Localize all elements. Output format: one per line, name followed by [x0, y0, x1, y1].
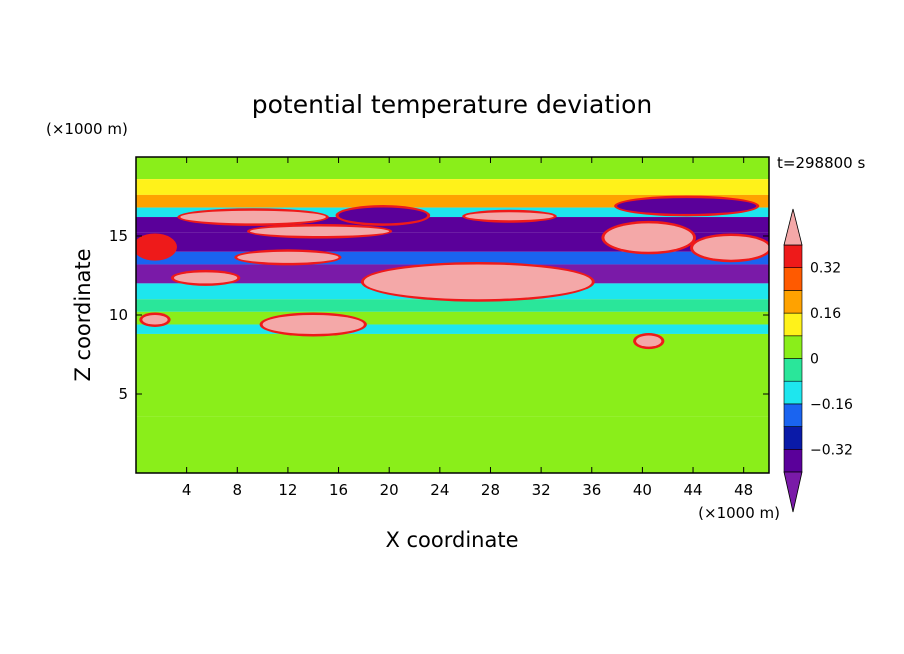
field-feature [262, 315, 364, 334]
colorbar-tick-label: 0.16 [810, 306, 841, 322]
colorbar-labels: 0.32 0.16 0 −0.16 −0.32 [810, 261, 853, 459]
field-band [136, 416, 769, 473]
x-tick-label: 24 [430, 481, 449, 499]
field-feature [237, 251, 339, 263]
x-tick-label: 4 [182, 481, 192, 499]
field-feature [363, 264, 592, 300]
y-tick-label: 15 [109, 227, 128, 245]
field-feature [604, 223, 694, 252]
x-tick-label: 16 [329, 481, 348, 499]
field-feature [338, 207, 428, 224]
x-tick-label: 36 [582, 481, 601, 499]
x-tick-label: 40 [633, 481, 652, 499]
x-axis-ticks: 4 8 12 16 20 24 28 32 36 40 44 48 [182, 157, 753, 499]
x-tick-label: 20 [380, 481, 399, 499]
colorbar-segment [783, 380, 803, 405]
field-feature [142, 315, 168, 325]
field-band [136, 311, 769, 325]
field-band [136, 324, 769, 334]
field-feature [136, 236, 174, 259]
x-unit-label: (×1000 m) [698, 504, 780, 522]
chart-title: potential temperature deviation [252, 90, 652, 119]
features-layer [136, 195, 769, 350]
colorbar-segment [783, 403, 803, 427]
colorbar-segment [783, 358, 803, 382]
time-label: t=298800 s [777, 154, 865, 172]
field-feature [636, 335, 662, 347]
y-unit-label: (×1000 m) [46, 120, 128, 138]
y-tick-label: 5 [118, 385, 128, 403]
field-feature [465, 212, 554, 221]
plot-area [136, 157, 769, 473]
y-axis-label: Z coordinate [71, 248, 95, 381]
field-band [136, 207, 769, 218]
field-feature [249, 226, 390, 236]
field-feature [693, 236, 769, 260]
x-tick-label: 44 [683, 481, 702, 499]
field-feature [173, 272, 238, 284]
colorbar-tick-label: −0.16 [810, 397, 853, 413]
colorbar-segment [783, 290, 803, 314]
bands-layer [136, 157, 769, 473]
colorbar-extend-min [783, 471, 803, 513]
colorbar-segment [783, 426, 803, 450]
field-band [136, 333, 769, 417]
colorbar-segment [783, 267, 803, 291]
x-tick-label: 8 [233, 481, 243, 499]
colorbar-segment [783, 244, 803, 269]
field-band [136, 179, 769, 195]
field-band [136, 157, 769, 180]
colorbar [783, 208, 803, 513]
field-feature [180, 210, 326, 224]
field-band [136, 299, 769, 312]
x-tick-label: 48 [734, 481, 753, 499]
field-feature [617, 198, 757, 214]
colorbar-tick-label: −0.32 [810, 442, 853, 458]
colorbar-tick-label: 0 [810, 352, 819, 368]
x-tick-label: 12 [278, 481, 297, 499]
colorbar-segment [783, 312, 803, 337]
colorbar-extend-max [783, 208, 803, 246]
x-tick-label: 28 [481, 481, 500, 499]
y-axis-ticks: 5 10 15 [109, 227, 769, 403]
colorbar-tick-label: 0.32 [810, 261, 841, 277]
x-tick-label: 32 [532, 481, 551, 499]
y-tick-label: 10 [109, 306, 128, 324]
x-axis-label: X coordinate [385, 528, 518, 552]
colorbar-segment [783, 448, 803, 473]
field-band [136, 194, 769, 208]
colorbar-segment [783, 335, 803, 359]
